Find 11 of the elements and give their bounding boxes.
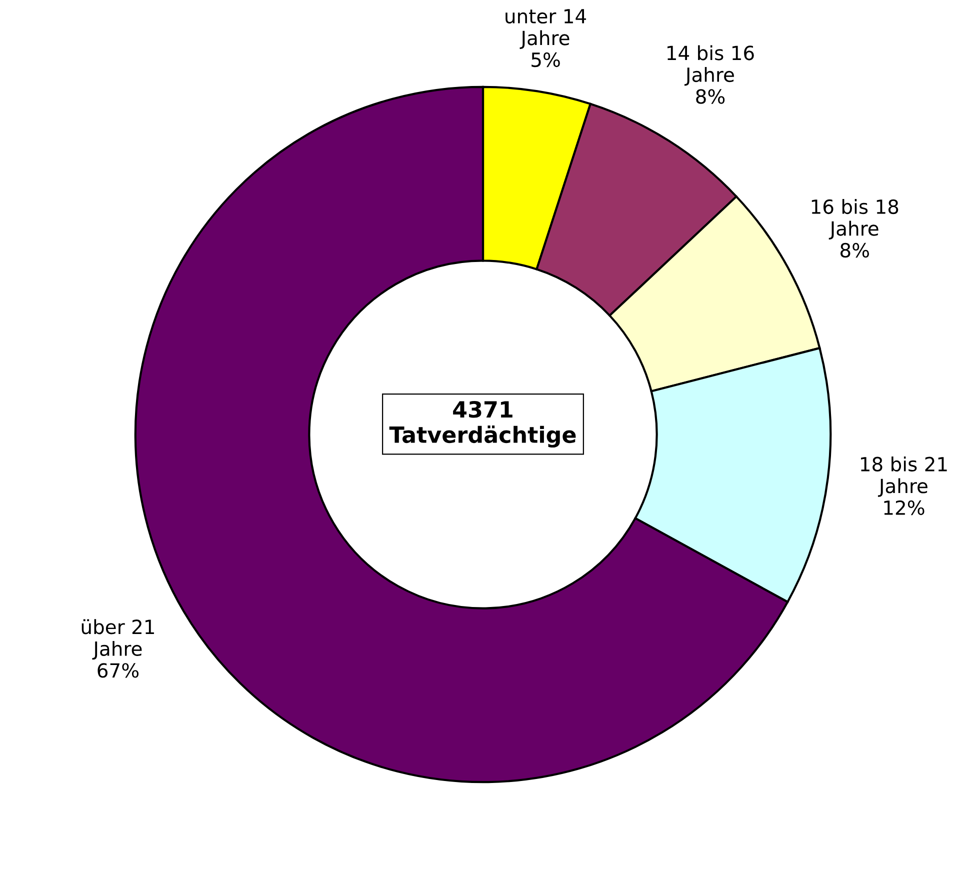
slice-label: 14 bis 16 Jahre: [668, 45, 754, 86]
slice-label: über 21 Jahre: [82, 619, 154, 660]
data-label: 8%: [840, 242, 869, 258]
data-label: 12%: [884, 500, 924, 516]
text: 4371 Tatverdächtige: [389, 400, 576, 448]
slice-label: unter 14 Jahre: [506, 9, 586, 49]
data-label: 67%: [98, 663, 139, 678]
slice-label: 16 bis 18 Jahre: [812, 199, 898, 240]
data-label: 5%: [532, 52, 560, 68]
data-label: 8%: [696, 89, 725, 104]
slice-label: 18 bis 21 Jahre: [861, 456, 947, 497]
